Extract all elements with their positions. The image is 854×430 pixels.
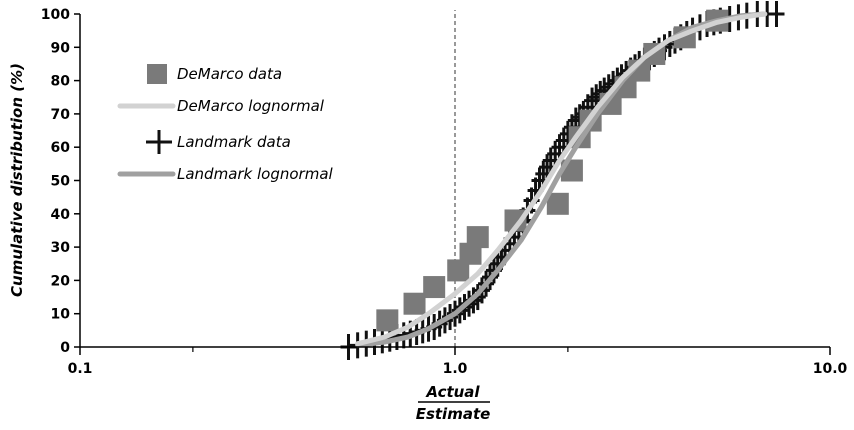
- legend-label: DeMarco lognormal: [177, 97, 325, 115]
- legend: DeMarco data DeMarco lognormal Landmark da…: [117, 64, 334, 183]
- legend-label: Landmark lognormal: [177, 165, 334, 183]
- landmark-data-point: [768, 1, 785, 27]
- demarco-data-point: [447, 259, 470, 282]
- y-tick-label: 30: [51, 240, 71, 256]
- y-tick-label: 20: [51, 273, 71, 289]
- y-tick-label: 100: [41, 7, 70, 23]
- demarco-data-point: [403, 292, 426, 315]
- y-tick-label: 50: [51, 174, 71, 190]
- demarco-data-point: [459, 242, 482, 265]
- demarco-data-point: [466, 226, 489, 249]
- legend-label: Landmark data: [177, 133, 291, 151]
- x-tick-label: 10.0: [813, 361, 848, 377]
- y-tick-label: 70: [51, 107, 71, 123]
- demarco-data-point: [504, 209, 527, 232]
- y-tick-label: 60: [51, 140, 71, 156]
- axes-layer: 0 10 20 30 40 50 60 70 80 90 100 0.1 1.0 10.0: [41, 7, 848, 377]
- demarco-data-point: [423, 276, 446, 299]
- legend-entry: DeMarco lognormal: [117, 97, 325, 115]
- y-axis-title: Cumulative distribution (%): [8, 63, 26, 297]
- landmark-data-point: [539, 154, 556, 181]
- legend-swatch-square: [147, 64, 167, 84]
- y-tick-label: 90: [51, 40, 71, 56]
- legend-label: DeMarco data: [177, 65, 282, 83]
- x-axis-title-denominator: Estimate: [416, 405, 491, 423]
- x-tick-label: 1.0: [443, 361, 468, 377]
- legend-entry: Landmark lognormal: [117, 165, 334, 183]
- x-tick-label: 0.1: [68, 361, 93, 377]
- series-landmark-lognormal: [355, 11, 768, 348]
- y-tick-label: 10: [51, 307, 71, 323]
- legend-entry: Landmark data: [146, 130, 291, 154]
- legend-entry: DeMarco data: [147, 64, 282, 84]
- demarco-data-point: [376, 309, 399, 332]
- y-tick-label: 80: [51, 74, 71, 90]
- plot-series-layer: [340, 1, 785, 360]
- demarco-data-point: [546, 192, 569, 215]
- series-demarco-data: [376, 9, 729, 332]
- x-axis-title: Actual Estimate: [416, 383, 491, 423]
- y-tick-label: 0: [60, 340, 70, 356]
- x-axis-title-numerator: Actual: [425, 383, 480, 401]
- y-tick-label: 40: [51, 207, 71, 223]
- series-demarco-lognormal: [355, 11, 768, 347]
